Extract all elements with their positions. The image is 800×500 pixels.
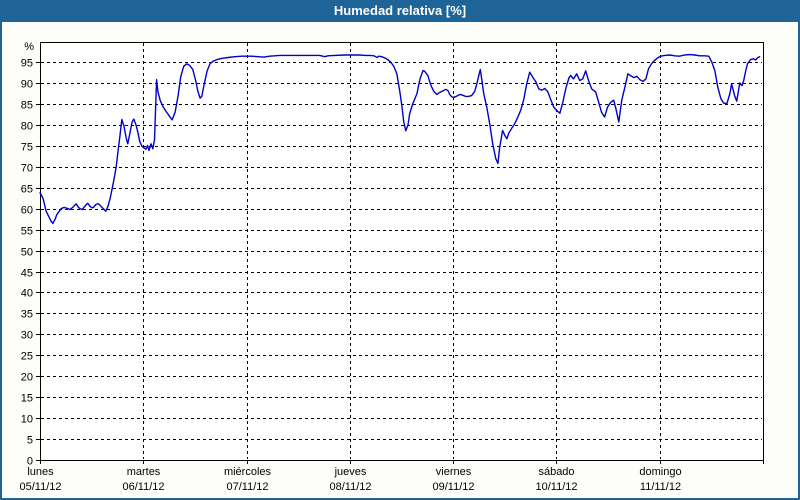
x-axis-day-label: jueves — [334, 466, 367, 478]
y-axis-tick-label: 90 — [21, 79, 33, 91]
x-axis-date-label: 08/11/12 — [329, 481, 371, 493]
chart-title-bar: Humedad relativa [%] — [0, 0, 800, 22]
y-axis-tick-label: 60 — [21, 205, 33, 217]
y-axis-tick-label: 85 — [21, 100, 33, 112]
x-axis-day-label: sábado — [538, 466, 574, 478]
x-axis-date-label: 05/11/12 — [19, 481, 61, 493]
x-axis-day-label: domingo — [639, 466, 681, 478]
y-axis-tick-label: 35 — [21, 309, 33, 321]
y-axis-tick-label: 70 — [21, 163, 33, 175]
x-axis-day-label: viernes — [436, 466, 472, 478]
humidity-line — [39, 53, 761, 225]
y-axis-tick-label: 45 — [21, 268, 33, 280]
y-axis-tick-label: 50 — [21, 247, 33, 259]
y-axis-tick-label: 30 — [21, 330, 33, 342]
y-axis-tick-label: 20 — [21, 372, 33, 384]
y-axis-tick-label: 0 — [27, 456, 33, 468]
y-axis-tick-label: 65 — [21, 184, 33, 196]
x-axis-day-label: lunes — [27, 466, 54, 478]
y-axis-unit-label: % — [24, 41, 34, 53]
x-axis-date-label: 11/11/12 — [640, 481, 681, 493]
x-axis-date-label: 06/11/12 — [122, 481, 164, 493]
x-axis-date-label: 07/11/12 — [226, 481, 268, 493]
x-axis-date-label: 09/11/12 — [432, 481, 474, 493]
y-axis-tick-label: 40 — [21, 288, 33, 300]
x-axis-day-label: martes — [127, 466, 161, 478]
y-axis-tick-label: 25 — [21, 351, 33, 363]
y-axis-tick-label: 10 — [21, 414, 33, 426]
y-axis-tick-label: 5 — [27, 435, 33, 447]
y-axis-tick-label: 80 — [21, 121, 33, 133]
y-axis-tick-label: 55 — [21, 226, 33, 238]
y-axis-tick-label: 75 — [21, 142, 33, 154]
x-axis-day-label: miércoles — [224, 466, 272, 478]
x-axis-date-label: 10/11/12 — [535, 481, 577, 493]
chart-title: Humedad relativa [%] — [333, 3, 467, 18]
y-axis-tick-label: 15 — [21, 393, 33, 405]
y-axis-tick-label: 95 — [21, 58, 33, 70]
